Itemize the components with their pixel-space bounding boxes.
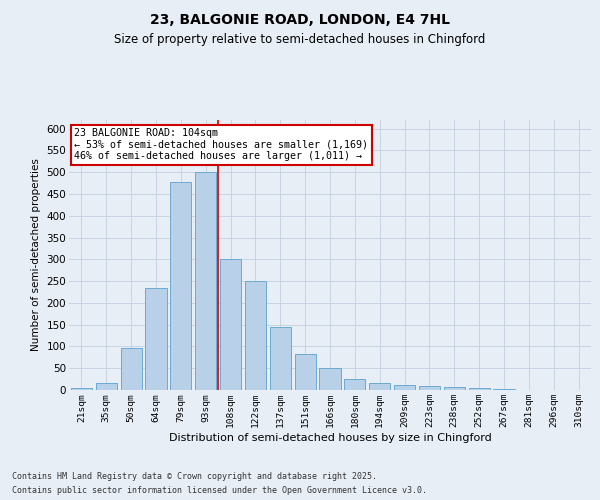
Bar bbox=[145, 288, 167, 390]
Bar bbox=[220, 260, 241, 390]
Text: Contains public sector information licensed under the Open Government Licence v3: Contains public sector information licen… bbox=[12, 486, 427, 495]
Bar bbox=[96, 384, 117, 390]
Bar bbox=[121, 348, 142, 390]
Bar bbox=[444, 387, 465, 390]
Bar bbox=[369, 382, 390, 390]
Bar bbox=[469, 388, 490, 390]
Text: 23 BALGONIE ROAD: 104sqm
← 53% of semi-detached houses are smaller (1,169)
46% o: 23 BALGONIE ROAD: 104sqm ← 53% of semi-d… bbox=[74, 128, 368, 162]
X-axis label: Distribution of semi-detached houses by size in Chingford: Distribution of semi-detached houses by … bbox=[169, 433, 491, 443]
Bar bbox=[245, 281, 266, 390]
Bar bbox=[493, 389, 515, 390]
Bar bbox=[344, 379, 365, 390]
Y-axis label: Number of semi-detached properties: Number of semi-detached properties bbox=[31, 158, 41, 352]
Bar bbox=[71, 388, 92, 390]
Bar bbox=[170, 182, 191, 390]
Text: 23, BALGONIE ROAD, LONDON, E4 7HL: 23, BALGONIE ROAD, LONDON, E4 7HL bbox=[150, 12, 450, 26]
Bar bbox=[419, 386, 440, 390]
Bar bbox=[270, 327, 291, 390]
Bar bbox=[394, 385, 415, 390]
Bar bbox=[295, 354, 316, 390]
Text: Contains HM Land Registry data © Crown copyright and database right 2025.: Contains HM Land Registry data © Crown c… bbox=[12, 472, 377, 481]
Bar bbox=[319, 368, 341, 390]
Text: Size of property relative to semi-detached houses in Chingford: Size of property relative to semi-detach… bbox=[115, 32, 485, 46]
Bar bbox=[195, 172, 216, 390]
